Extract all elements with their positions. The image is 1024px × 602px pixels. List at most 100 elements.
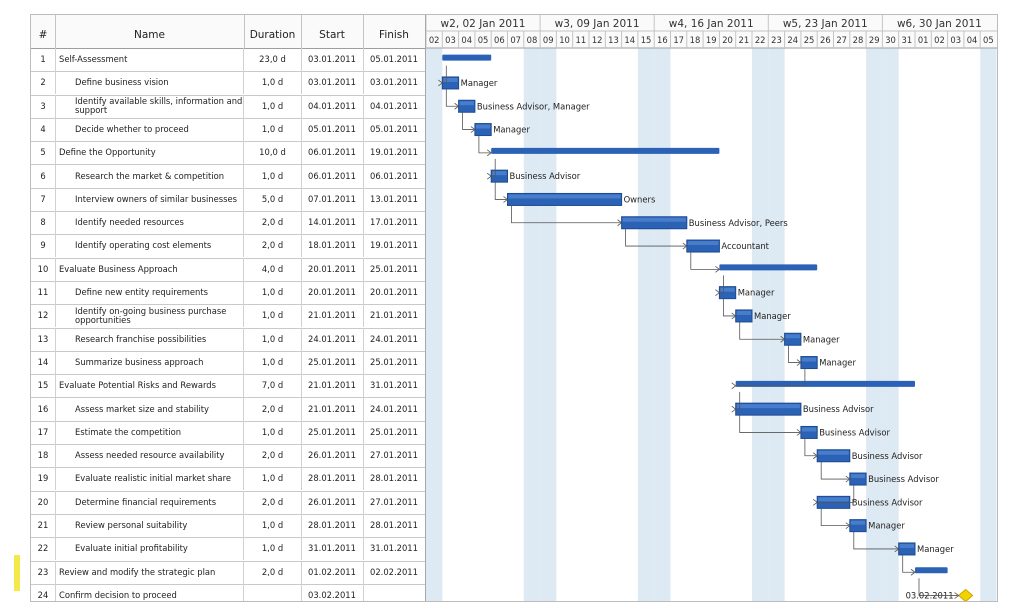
dependency-link xyxy=(494,182,507,200)
table-row[interactable]: 12 Identify on-going business purchase op… xyxy=(31,304,425,329)
table-row[interactable]: 3 Identify available skills, information … xyxy=(31,94,425,119)
gantt-window: # Name Duration Start Finish 1 Self-Asses… xyxy=(30,14,998,602)
table-row[interactable]: 8 Identify needed resources 2,0 d 14.01.201… xyxy=(31,211,425,236)
task-start: 28.01.2011 xyxy=(301,514,364,537)
task-bar-highlight xyxy=(818,497,849,502)
task-name: Identify available skills, information a… xyxy=(55,94,244,118)
dependency-link xyxy=(723,298,735,317)
column-header-duration[interactable]: Duration xyxy=(244,15,302,48)
summary-bar xyxy=(719,264,818,271)
table-row[interactable]: 15 Evaluate Potential Risks and Rewards 7,… xyxy=(31,374,425,399)
day-label: 10 xyxy=(559,35,570,45)
task-duration: 1,0 d xyxy=(244,304,302,328)
task-name: Interview owners of similar businesses xyxy=(55,187,244,211)
task-bar-highlight xyxy=(736,310,751,315)
resource-label: Business Advisor xyxy=(819,427,890,437)
table-row[interactable]: 14 Summarize business approach 1,0 d 25.01.… xyxy=(31,350,425,376)
dependency-link xyxy=(462,112,474,130)
task-start: 26.01.2011 xyxy=(301,490,364,514)
task-finish: 19.01.2011 xyxy=(370,147,418,158)
table-row[interactable]: 18 Assess needed resource availability 2,0… xyxy=(31,444,425,469)
dependency-arrow xyxy=(731,312,737,320)
table-row[interactable]: 22 Evaluate initial profitability 1,0 d 31.… xyxy=(31,537,425,562)
table-row[interactable]: 4 Decide whether to proceed 1,0 d 05.01.201… xyxy=(31,117,425,143)
task-start: 31.01.2011 xyxy=(301,537,364,561)
task-finish: 25.01.2011 xyxy=(370,263,418,274)
task-number: 19 xyxy=(31,467,56,491)
task-duration xyxy=(244,583,302,601)
task-start: 03.01.2011 xyxy=(301,71,364,95)
day-label: 27 xyxy=(836,35,847,45)
task-start: 21.01.2011 xyxy=(301,304,364,328)
column-header-name[interactable]: Name xyxy=(55,15,245,48)
task-number: 4 xyxy=(31,117,56,141)
task-finish: 31.01.2011 xyxy=(370,380,418,391)
resource-label: Business Advisor, Peers xyxy=(689,218,788,228)
task-start: 24.01.2011 xyxy=(301,327,364,351)
task-number: 14 xyxy=(31,350,56,374)
task-duration: 1,0 d xyxy=(244,281,302,304)
task-bar-highlight xyxy=(443,77,458,82)
dependency-link xyxy=(478,135,491,154)
column-header-start[interactable]: Start xyxy=(301,15,364,48)
task-duration: 2,0 d xyxy=(244,234,302,258)
task-finish: 28.01.2011 xyxy=(370,520,418,530)
week-label: w3, 09 Jan 2011 xyxy=(555,18,640,30)
grid-header: # Name Duration Start Finish xyxy=(31,15,425,49)
table-row[interactable]: 10 Evaluate Business Approach 4,0 d 20.01.2… xyxy=(31,257,425,282)
summary-bar xyxy=(915,567,948,574)
task-number: 13 xyxy=(31,327,56,351)
task-duration: 10,0 d xyxy=(244,141,302,165)
resource-label: Manager xyxy=(493,125,530,135)
task-start: 06.01.2011 xyxy=(301,164,364,188)
task-start: 21.01.2011 xyxy=(301,374,364,398)
column-header-number[interactable]: # xyxy=(31,15,56,48)
table-row[interactable]: 2 Define business vision 1,0 d 03.01.2011 03… xyxy=(31,71,425,96)
table-row[interactable]: 1 Self-Assessment 23,0 d 03.01.2011 05.01.20… xyxy=(31,48,425,73)
dependency-arrow xyxy=(731,405,737,413)
task-number: 10 xyxy=(31,257,56,281)
table-row[interactable]: 9 Identify operating cost elements 2,0 d 18… xyxy=(31,234,425,259)
task-duration: 1,0 d xyxy=(244,420,302,444)
task-start: 20.01.2011 xyxy=(301,281,364,304)
dependency-link xyxy=(718,275,724,294)
task-number: 16 xyxy=(31,397,56,421)
dependency-arrow xyxy=(812,452,818,460)
task-name: Self-Assessment xyxy=(55,48,244,71)
weekend-shade xyxy=(637,48,655,601)
task-duration: 2,0 d xyxy=(244,560,302,584)
task-name: Define the Opportunity xyxy=(55,141,244,165)
table-row[interactable]: 23 Review and modify the strategic plan 2,… xyxy=(31,560,425,585)
column-header-finish[interactable]: Finish xyxy=(379,29,409,41)
table-row[interactable]: 7 Interview owners of similar businesses 5… xyxy=(31,187,425,213)
day-label: 03 xyxy=(950,35,961,45)
task-start: 25.01.2011 xyxy=(301,420,364,444)
weekend-shade xyxy=(768,48,785,601)
dependency-link xyxy=(511,205,621,224)
table-row[interactable]: 11 Define new entity requirements 1,0 d 20.… xyxy=(31,281,425,306)
task-start: 06.01.2011 xyxy=(301,141,364,165)
task-finish: 03.01.2011 xyxy=(370,77,418,88)
day-label: 12 xyxy=(592,35,603,45)
dependency-arrow xyxy=(910,568,916,576)
task-duration: 1,0 d xyxy=(244,94,302,118)
table-row[interactable]: 19 Evaluate realistic initial market shar… xyxy=(31,467,425,492)
table-row[interactable]: 21 Review personal suitability 1,0 d 28.01.… xyxy=(31,514,425,539)
day-label: 05 xyxy=(478,35,489,45)
table-row[interactable]: 5 Define the Opportunity 10,0 d 06.01.2011 1… xyxy=(31,141,425,166)
task-bar-highlight xyxy=(818,450,849,455)
dependency-link xyxy=(816,485,855,503)
resource-label: Business Advisor xyxy=(510,171,581,181)
table-row[interactable]: 17 Estimate the competition 1,0 d 25.01.201… xyxy=(31,420,425,446)
dependency-arrow xyxy=(796,429,802,436)
table-row[interactable]: 24 Confirm decision to proceed 03.02.2011 xyxy=(31,583,425,601)
day-label: 26 xyxy=(820,35,831,45)
resource-label: Manager xyxy=(738,288,775,298)
day-label: 02 xyxy=(934,35,945,45)
week-label: w5, 23 Jan 2011 xyxy=(783,18,868,30)
day-label: 19 xyxy=(706,35,717,45)
